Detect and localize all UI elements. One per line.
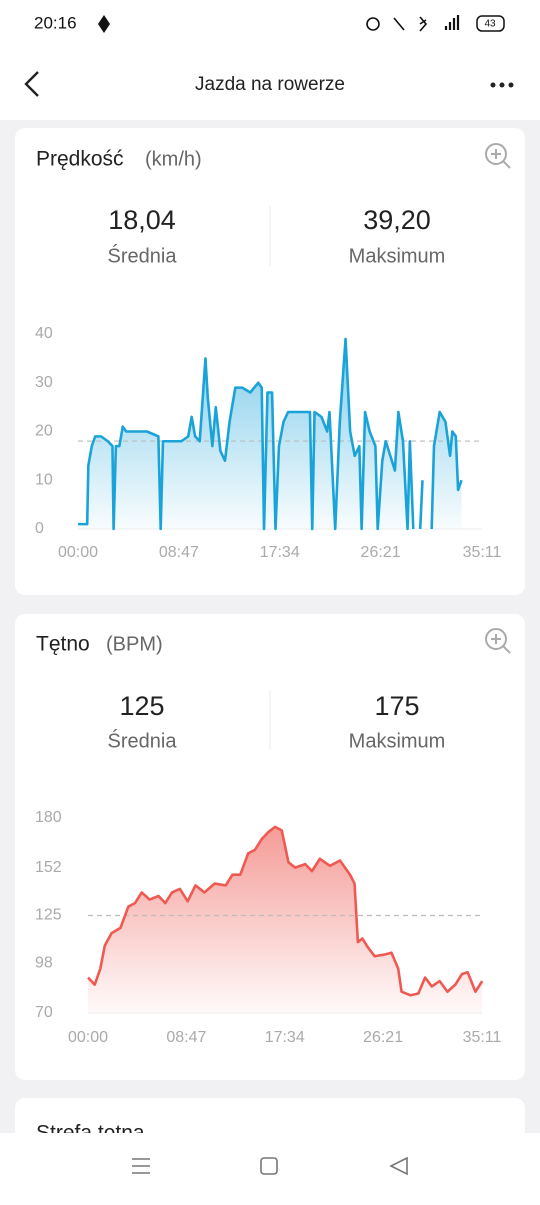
area [88,826,483,1013]
top-area [0,0,540,120]
back-button[interactable] [24,71,39,97]
zoom-button[interactable] [485,143,511,169]
battery-level: 43 [484,19,496,30]
status-time: 20:16 [34,13,77,32]
status-icon [98,15,110,33]
y-tick-label: 125 [35,907,62,924]
y-tick-label: 20 [35,423,53,440]
y-tick-label: 152 [35,859,62,876]
x-tick-label: 26:21 [363,1029,403,1046]
card-title: Tętno [36,633,90,656]
more-button[interactable] [490,82,514,88]
x-tick-label: 17:34 [260,544,300,561]
y-tick-label: 10 [35,471,53,488]
x-tick-label: 35:11 [463,1029,502,1046]
x-tick-label: 35:11 [463,544,502,561]
y-tick-label: 180 [35,809,62,826]
stat-value: 175 [374,691,419,721]
x-tick-label: 00:00 [68,1029,108,1046]
y-tick-label: 40 [35,325,53,342]
battery [476,15,505,32]
line [78,337,463,531]
stat-label: Maksimum [349,245,446,267]
card-unit: (km/h) [145,148,202,170]
card-unit: (BPM) [106,633,163,655]
line [87,825,484,997]
x-tick-label: 08:47 [166,1029,206,1046]
stat-value: 18,04 [108,205,176,235]
stat-label: Maksimum [349,730,446,752]
stat-label: Średnia [108,728,178,752]
zoom-button[interactable] [485,628,511,654]
charts: 0 10 20 30 40 00:00 08:47 17:34 26:21 35:11 70 98 12… [35,325,502,1046]
y-tick-label: 98 [35,955,53,972]
stat-value: 125 [119,691,164,721]
x-tick-label: 26:21 [361,544,401,561]
status-icons [366,15,460,32]
x-tick-label: 08:47 [159,544,199,561]
nav-buttons[interactable] [132,1156,408,1176]
card-title: Prędkość [36,148,124,171]
stat-label: Średnia [108,243,178,267]
y-tick-label: 0 [35,520,44,537]
x-tick-label: 17:34 [265,1029,305,1046]
header-title: Jazda na rowerze [195,74,345,95]
nav-bar [0,1133,540,1200]
area [78,338,462,529]
stat-value: 39,20 [363,205,431,235]
y-tick-label: 70 [35,1004,53,1021]
y-tick-label: 30 [35,374,53,391]
x-tick-label: 00:00 [58,544,98,561]
